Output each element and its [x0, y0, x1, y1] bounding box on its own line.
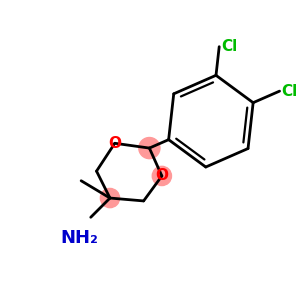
- Circle shape: [139, 137, 160, 159]
- Text: NH₂: NH₂: [60, 229, 98, 247]
- Circle shape: [152, 166, 172, 186]
- Text: Cl: Cl: [221, 39, 237, 54]
- Text: O: O: [155, 168, 168, 183]
- Circle shape: [100, 188, 120, 208]
- Text: O: O: [108, 136, 121, 151]
- Text: Cl: Cl: [281, 84, 298, 99]
